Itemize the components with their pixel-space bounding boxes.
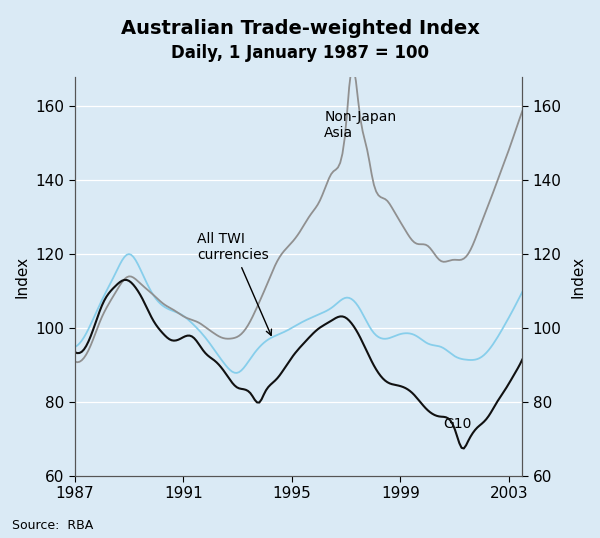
Text: Daily, 1 January 1987 = 100: Daily, 1 January 1987 = 100 — [171, 44, 429, 62]
Y-axis label: Index: Index — [570, 256, 585, 298]
Text: All TWI
currencies: All TWI currencies — [197, 232, 271, 335]
Text: G10: G10 — [443, 417, 472, 431]
Text: Non-Japan
Asia: Non-Japan Asia — [325, 110, 397, 140]
Text: Australian Trade-weighted Index: Australian Trade-weighted Index — [121, 19, 479, 38]
Y-axis label: Index: Index — [15, 256, 30, 298]
Text: Source:  RBA: Source: RBA — [12, 519, 93, 532]
